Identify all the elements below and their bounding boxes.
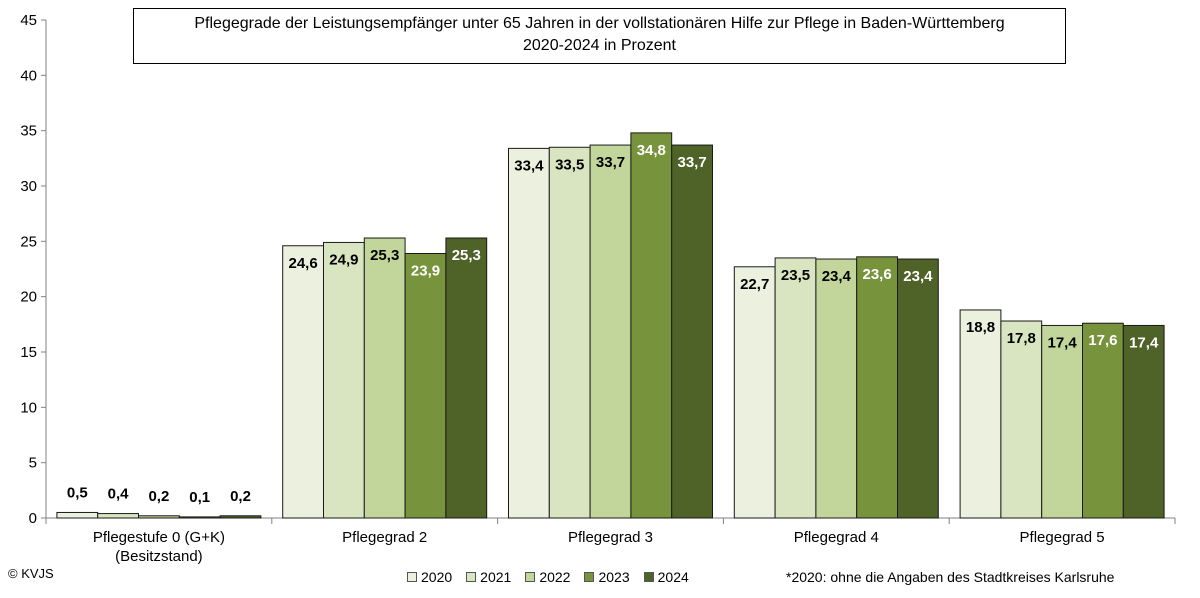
data-label: 23,4 — [903, 268, 933, 285]
data-label: 17,6 — [1088, 332, 1117, 349]
bar-2022 — [1041, 324, 1083, 519]
bar-2024 — [897, 258, 939, 519]
legend-swatch — [584, 572, 595, 582]
bar-2021 — [323, 241, 365, 519]
bar-2024 — [671, 144, 714, 519]
data-label: 24,6 — [288, 255, 317, 272]
legend-swatch — [466, 572, 477, 582]
legend-swatch — [407, 572, 417, 582]
legend-label: 2022 — [539, 569, 571, 585]
bar-2020 — [282, 245, 325, 519]
data-label: 33,5 — [555, 156, 584, 173]
footnote-text: *2020: ohne die Angaben des Stadtkreises… — [786, 569, 1115, 585]
chart-title: Pflegegrade der Leistungsempfänger unter… — [194, 15, 1005, 32]
y-tick-label: 45 — [20, 12, 37, 29]
y-tick-label: 35 — [20, 123, 37, 140]
category-label: Pflegegrad 5 — [1020, 529, 1105, 546]
chart-legend: 2020 2021 2022 2023 2024 — [407, 569, 703, 585]
bar-2022 — [589, 144, 632, 519]
bar-2020 — [733, 266, 776, 519]
data-label: 18,8 — [966, 319, 995, 336]
legend-item-2022: 2022 — [525, 569, 570, 585]
data-label: 17,4 — [1047, 334, 1077, 351]
bar-2024 — [1122, 324, 1165, 519]
y-tick-label: 10 — [20, 399, 37, 416]
bar-2022 — [815, 258, 858, 519]
legend-swatch — [643, 572, 654, 582]
legend-label: 2020 — [421, 569, 453, 585]
legend-label: 2024 — [657, 569, 689, 585]
bar-2023 — [856, 256, 899, 519]
data-label: 0,2 — [230, 488, 251, 505]
data-label: 0,2 — [148, 488, 169, 505]
category-label: (Besitzstand) — [115, 548, 203, 565]
data-label: 33,7 — [596, 154, 625, 171]
data-label: 17,8 — [1007, 330, 1036, 347]
legend-swatch — [525, 572, 536, 582]
legend-label: 2021 — [480, 569, 512, 585]
data-label: 22,7 — [740, 276, 769, 293]
y-tick-label: 40 — [20, 67, 37, 84]
chart-subtitle: 2020-2024 in Prozent — [523, 37, 676, 54]
bar-2021 — [1000, 320, 1043, 519]
y-tick-label: 5 — [29, 455, 37, 472]
category-label: Pflegegrad 3 — [568, 529, 653, 546]
category-label: Pflegegrad 4 — [794, 529, 879, 546]
bar-2021 — [548, 146, 591, 519]
y-tick-label: 25 — [20, 233, 37, 250]
bar-2022 — [363, 237, 406, 519]
data-label: 23,9 — [411, 263, 440, 280]
y-tick-label: 15 — [20, 344, 37, 361]
data-label: 24,9 — [329, 251, 358, 268]
legend-item-2024: 2024 — [643, 569, 689, 585]
data-label: 17,4 — [1129, 334, 1159, 351]
category-label: Pflegestufe 0 (G+K) — [93, 529, 225, 546]
legend-item-2020: 2020 — [407, 569, 452, 585]
legend-item-2021: 2021 — [466, 569, 511, 585]
copyright-text: © KVJS — [8, 566, 54, 581]
data-label: 34,8 — [637, 142, 666, 159]
y-tick-label: 0 — [29, 510, 37, 527]
bar-2020 — [508, 147, 550, 519]
bar-2021 — [774, 257, 817, 519]
data-label: 25,3 — [370, 247, 399, 264]
data-label: 0,1 — [189, 489, 210, 506]
data-label: 25,3 — [452, 247, 481, 264]
y-tick-label: 30 — [20, 178, 37, 195]
bar-2024 — [445, 237, 488, 519]
bar-2024 — [219, 515, 262, 519]
bar-2021 — [97, 513, 139, 519]
bar-2020 — [56, 511, 99, 519]
legend-item-2023: 2023 — [584, 569, 630, 585]
bar-2023 — [1082, 322, 1124, 519]
bar-2022 — [138, 515, 180, 519]
bar-2020 — [959, 309, 1002, 519]
bar-2023 — [178, 516, 221, 519]
bar-2023 — [404, 253, 447, 519]
legend-label: 2023 — [598, 569, 630, 585]
data-label: 23,4 — [822, 268, 852, 285]
chart-title-box: Pflegegrade der Leistungsempfänger unter… — [133, 8, 1066, 64]
data-label: 23,5 — [781, 267, 810, 284]
y-tick-label: 20 — [20, 289, 37, 306]
data-label: 0,5 — [67, 484, 88, 501]
data-label: 23,6 — [862, 266, 891, 283]
category-label: Pflegegrad 2 — [342, 529, 427, 546]
data-label: 0,4 — [108, 486, 130, 503]
bar-2023 — [630, 132, 673, 519]
data-label: 33,4 — [514, 157, 544, 174]
data-label: 33,7 — [677, 154, 706, 171]
